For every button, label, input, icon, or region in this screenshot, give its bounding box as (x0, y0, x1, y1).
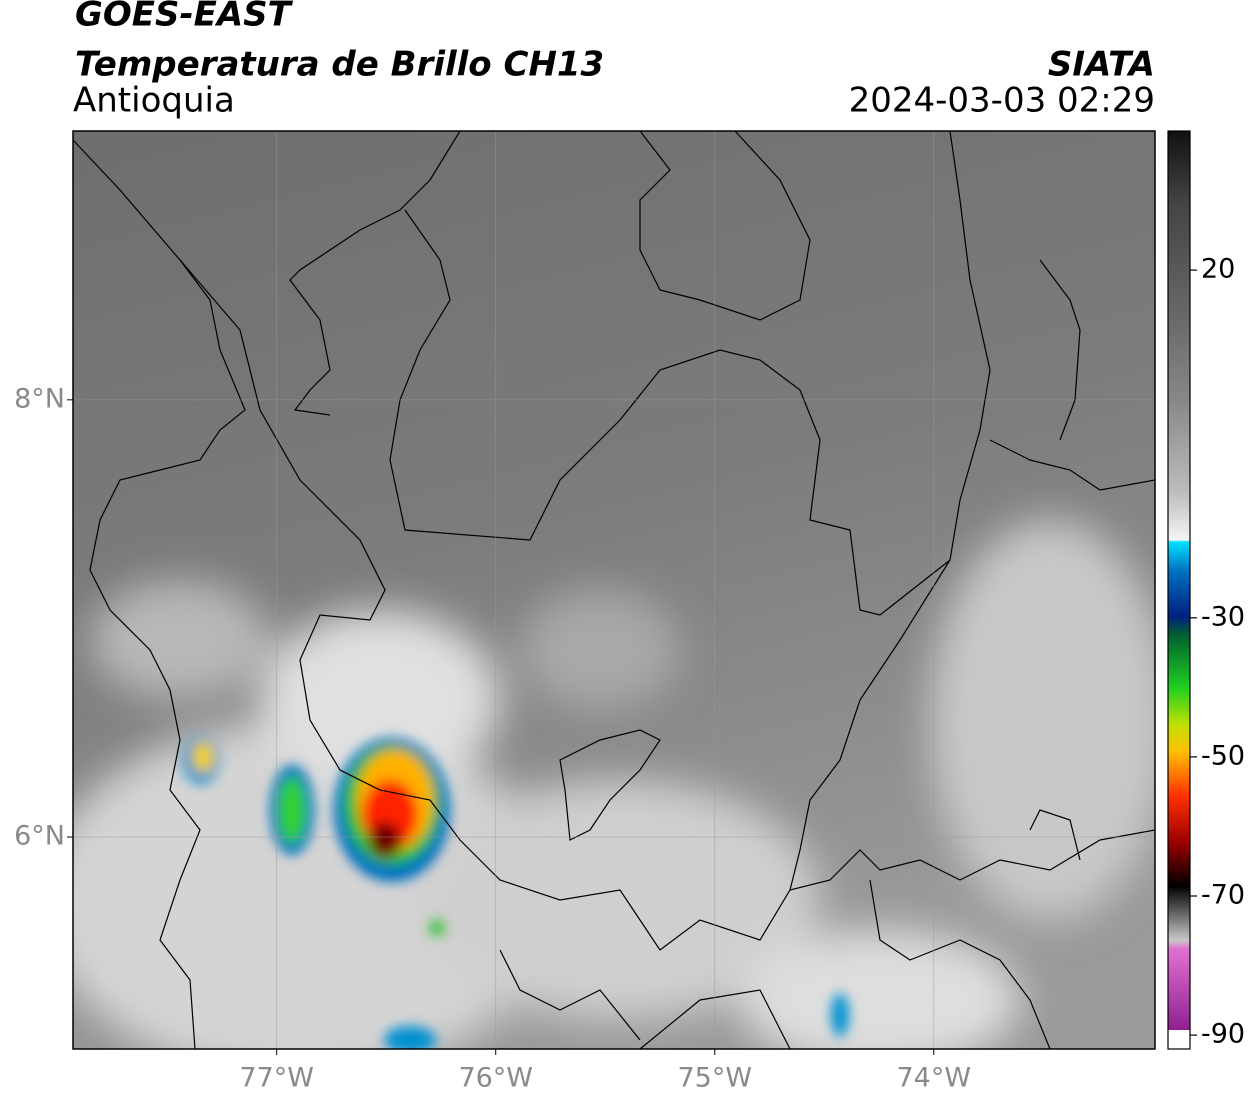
y-tick-label: 8°N (14, 383, 65, 414)
map-frame (72, 130, 1156, 1050)
y-tick-label: 6°N (14, 820, 65, 851)
x-tick-label: 76°W (458, 1063, 533, 1094)
colorbar-tick-label: -90 (1201, 1019, 1245, 1050)
colorbar-under (1168, 1031, 1190, 1049)
x-tick-label: 75°W (677, 1063, 752, 1094)
colorbar-frame (1167, 130, 1191, 1050)
colorbar-tick-label: -70 (1201, 880, 1245, 911)
colorbar-tick-label: -50 (1201, 740, 1245, 771)
x-tick-label: 74°W (897, 1063, 972, 1094)
colorbar-tick-label: -30 (1201, 601, 1245, 632)
subtitle: Temperatura de Brillo CH13 (75, 45, 604, 85)
datetime: 2024-03-03 02:29 (849, 81, 1155, 121)
map-image (73, 131, 1155, 1049)
region: Antioquia (73, 81, 235, 121)
colorbar-tick-label: 20 (1201, 254, 1235, 285)
x-tick-label: 77°W (239, 1063, 314, 1094)
graticule (73, 131, 1155, 1049)
colorbar (1168, 131, 1190, 1030)
source: SIATA (1048, 45, 1155, 85)
title: GOES-EAST (75, 0, 294, 35)
